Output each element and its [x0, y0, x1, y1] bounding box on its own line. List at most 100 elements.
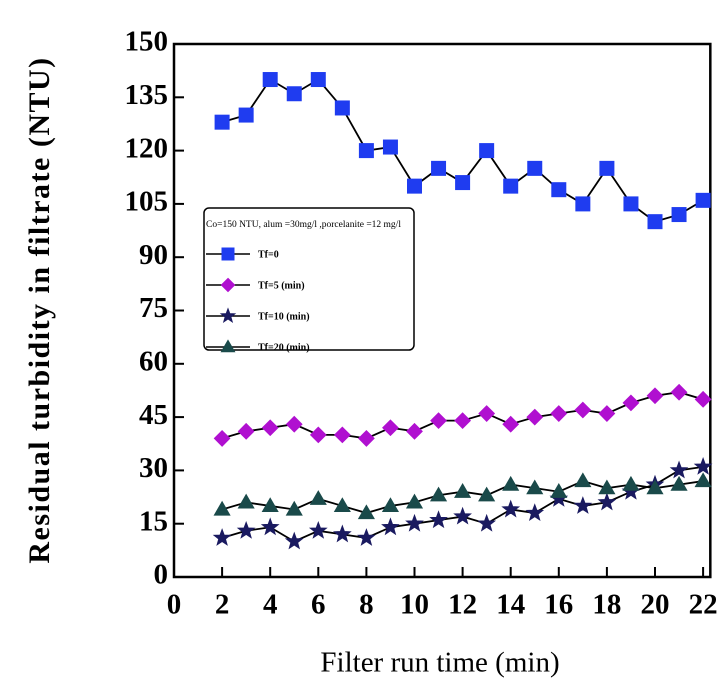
marker — [334, 100, 350, 116]
marker — [333, 497, 351, 513]
marker — [477, 513, 497, 532]
marker — [405, 493, 424, 509]
legend: Co=150 NTU, alum =30mg/l ,porcelanite =1… — [203, 207, 415, 353]
marker — [599, 160, 615, 176]
marker — [646, 387, 664, 405]
legend-box — [203, 207, 415, 351]
y-tick-label: 45 — [139, 399, 168, 431]
marker — [357, 504, 375, 520]
marker — [430, 412, 447, 430]
y-tick-label: 135 — [125, 79, 169, 111]
marker — [237, 422, 255, 440]
marker — [622, 394, 640, 412]
marker — [598, 479, 616, 495]
x-tick-label: 12 — [448, 589, 477, 621]
marker — [220, 339, 236, 353]
marker — [550, 405, 568, 422]
legend-title: Co=150 NTU, alum =30mg/l ,porcelanite =1… — [206, 220, 401, 230]
x-tick-label: 4 — [263, 589, 278, 621]
marker — [670, 383, 688, 401]
marker — [286, 86, 302, 102]
marker — [502, 415, 520, 433]
marker — [285, 415, 303, 433]
x-tick-label: 0 — [167, 589, 182, 621]
marker — [261, 497, 279, 513]
marker — [598, 405, 616, 422]
marker — [213, 430, 231, 447]
marker — [212, 528, 232, 546]
marker — [309, 490, 327, 505]
legend-label: Tf=0 — [258, 249, 279, 260]
marker — [695, 192, 711, 208]
marker — [284, 531, 304, 550]
marker — [670, 475, 688, 491]
legend-label: Tf=20 (min) — [258, 342, 310, 353]
legend-label: Tf=5 (min) — [258, 280, 305, 291]
marker — [623, 196, 639, 212]
marker — [333, 426, 351, 444]
x-tick-label: 14 — [496, 589, 525, 621]
marker — [381, 517, 400, 536]
y-tick-label: 150 — [125, 26, 169, 58]
marker — [575, 196, 591, 212]
marker — [503, 178, 519, 194]
y-tick-label: 75 — [139, 292, 168, 324]
marker — [405, 513, 424, 532]
marker — [407, 178, 422, 194]
marker — [213, 500, 231, 516]
marker — [308, 520, 328, 539]
marker — [671, 207, 687, 223]
y-tick-label: 120 — [125, 132, 169, 164]
marker — [551, 182, 567, 198]
marker — [669, 460, 689, 479]
marker — [453, 506, 472, 525]
x-tick-label: 16 — [544, 589, 573, 621]
marker — [214, 114, 230, 130]
marker — [454, 483, 472, 498]
marker — [357, 430, 375, 447]
x-axis-label: Filter run time (min) — [320, 647, 559, 679]
marker — [431, 160, 447, 176]
marker — [574, 472, 592, 488]
marker — [574, 401, 592, 419]
x-tick-label: 22 — [689, 589, 718, 621]
y-tick-label: 30 — [139, 452, 168, 484]
marker — [694, 472, 712, 488]
marker — [285, 500, 303, 516]
marker — [260, 517, 280, 536]
marker — [525, 503, 545, 522]
marker — [694, 390, 712, 408]
marker — [622, 475, 640, 491]
marker — [358, 143, 374, 159]
x-tick-label: 6 — [311, 589, 326, 621]
marker — [220, 277, 236, 293]
x-tick-label: 20 — [641, 589, 670, 621]
marker — [502, 475, 520, 491]
marker — [332, 524, 352, 543]
marker — [357, 528, 376, 546]
marker — [527, 160, 543, 176]
marker — [219, 307, 237, 323]
marker — [646, 479, 664, 495]
marker — [310, 72, 326, 88]
marker — [597, 492, 617, 511]
marker — [382, 139, 398, 155]
marker — [455, 175, 471, 191]
marker — [647, 214, 663, 230]
marker — [478, 486, 496, 502]
y-tick-label: 15 — [139, 505, 168, 537]
y-tick-label: 105 — [125, 186, 169, 218]
marker — [479, 143, 495, 159]
marker — [454, 412, 472, 430]
marker — [262, 72, 278, 88]
marker — [261, 419, 279, 437]
marker — [381, 497, 400, 513]
marker — [309, 426, 327, 444]
marker — [238, 107, 254, 123]
y-tick-label: 0 — [154, 559, 169, 591]
marker — [693, 457, 713, 475]
y-tick-label: 60 — [139, 345, 168, 377]
y-tick-label: 90 — [139, 239, 168, 271]
marker — [382, 419, 399, 437]
